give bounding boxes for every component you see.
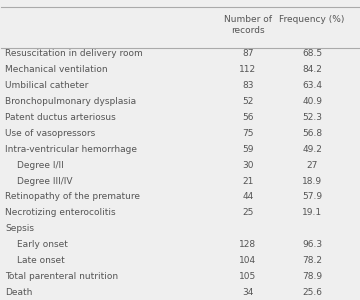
Text: 112: 112	[239, 65, 256, 74]
Text: Number of
records: Number of records	[224, 15, 272, 35]
Text: 75: 75	[242, 129, 254, 138]
Text: Necrotizing enterocolitis: Necrotizing enterocolitis	[5, 208, 116, 217]
Text: 128: 128	[239, 240, 256, 249]
Text: 78.2: 78.2	[302, 256, 322, 265]
Text: Frequency (%): Frequency (%)	[279, 15, 345, 24]
Text: Intra-ventricular hemorrhage: Intra-ventricular hemorrhage	[5, 145, 137, 154]
Text: Mechanical ventilation: Mechanical ventilation	[5, 65, 108, 74]
Text: Total parenteral nutrition: Total parenteral nutrition	[5, 272, 118, 281]
Text: Patent ductus arteriosus: Patent ductus arteriosus	[5, 113, 116, 122]
Text: 59: 59	[242, 145, 254, 154]
Text: Bronchopulmonary dysplasia: Bronchopulmonary dysplasia	[5, 97, 136, 106]
Text: 19.1: 19.1	[302, 208, 322, 217]
Text: Retinopathy of the premature: Retinopathy of the premature	[5, 193, 140, 202]
Text: 40.9: 40.9	[302, 97, 322, 106]
Text: 49.2: 49.2	[302, 145, 322, 154]
Text: 78.9: 78.9	[302, 272, 322, 281]
Text: 44: 44	[242, 193, 253, 202]
Text: 105: 105	[239, 272, 256, 281]
Text: 68.5: 68.5	[302, 50, 322, 58]
Text: Early onset: Early onset	[18, 240, 68, 249]
Text: 83: 83	[242, 81, 254, 90]
Text: 56.8: 56.8	[302, 129, 322, 138]
Text: 96.3: 96.3	[302, 240, 322, 249]
Text: 25.6: 25.6	[302, 288, 322, 297]
Text: 104: 104	[239, 256, 256, 265]
Text: 57.9: 57.9	[302, 193, 322, 202]
Text: 56: 56	[242, 113, 254, 122]
Text: 52.3: 52.3	[302, 113, 322, 122]
Text: 63.4: 63.4	[302, 81, 322, 90]
Text: 87: 87	[242, 50, 254, 58]
Text: 84.2: 84.2	[302, 65, 322, 74]
Text: Sepsis: Sepsis	[5, 224, 34, 233]
Text: 25: 25	[242, 208, 253, 217]
Text: 30: 30	[242, 161, 254, 170]
Text: Late onset: Late onset	[18, 256, 65, 265]
Text: Death: Death	[5, 288, 32, 297]
Text: 34: 34	[242, 288, 253, 297]
Text: Degree III/IV: Degree III/IV	[18, 177, 73, 186]
Text: Umbilical catheter: Umbilical catheter	[5, 81, 88, 90]
Text: 27: 27	[306, 161, 318, 170]
Text: Resuscitation in delivery room: Resuscitation in delivery room	[5, 50, 143, 58]
Text: Use of vasopressors: Use of vasopressors	[5, 129, 95, 138]
Text: 21: 21	[242, 177, 253, 186]
Text: Degree I/II: Degree I/II	[18, 161, 64, 170]
Text: 52: 52	[242, 97, 253, 106]
Text: 18.9: 18.9	[302, 177, 322, 186]
